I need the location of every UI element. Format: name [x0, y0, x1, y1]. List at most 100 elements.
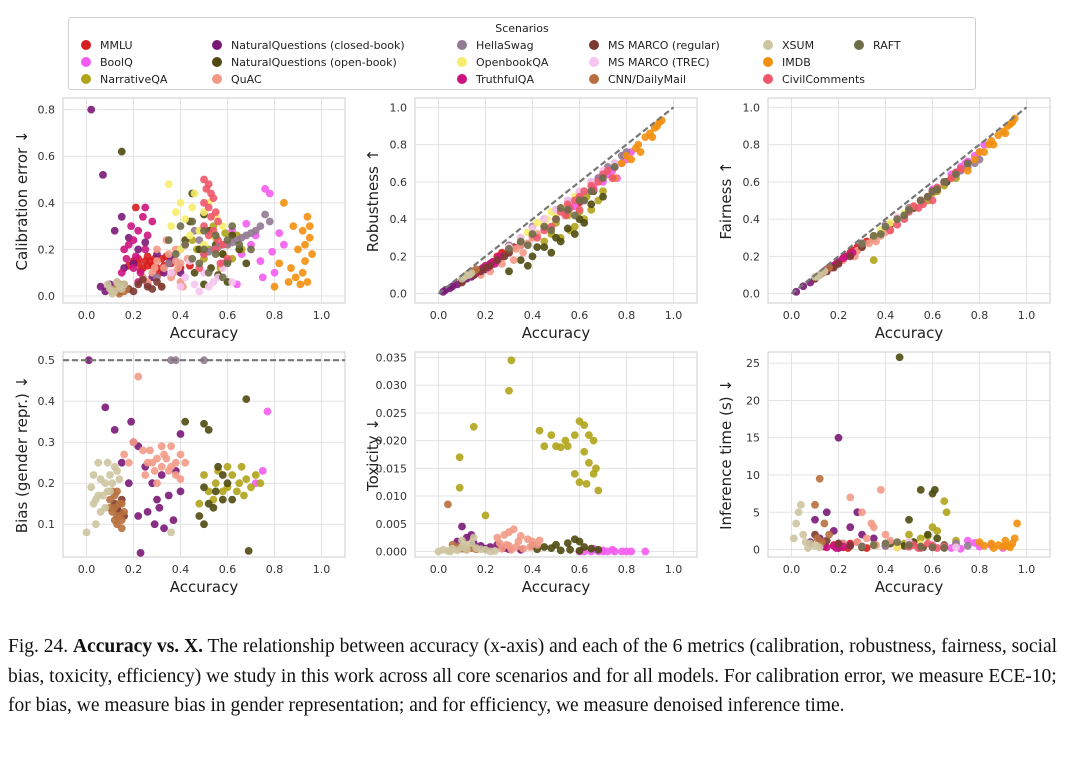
legend-item: NarrativeQA	[81, 73, 167, 87]
data-point	[235, 479, 244, 488]
data-point	[134, 245, 143, 254]
data-point	[869, 534, 878, 543]
y-tick-label: 0.6	[390, 176, 408, 189]
data-point	[117, 212, 126, 221]
data-point	[599, 192, 607, 201]
y-tick-label: 0.5	[38, 354, 56, 367]
x-tick-label: 0.6	[924, 309, 942, 322]
data-point	[469, 422, 478, 431]
data-point	[242, 219, 251, 228]
data-point	[834, 539, 843, 548]
data-point	[556, 204, 565, 212]
data-point	[108, 479, 117, 488]
caption-label: Fig. 24.	[8, 636, 69, 657]
data-point	[905, 205, 913, 214]
data-point	[570, 469, 579, 478]
data-point	[505, 245, 513, 253]
data-point	[287, 264, 295, 272]
legend-marker	[763, 57, 773, 67]
data-point	[465, 271, 473, 279]
x-tick-label: 0.4	[524, 563, 542, 576]
data-point	[916, 486, 925, 494]
legend-marker	[854, 40, 864, 50]
data-point	[580, 447, 589, 456]
legend-marker	[212, 57, 222, 67]
data-point	[228, 278, 237, 286]
data-point	[200, 356, 208, 365]
data-point	[150, 467, 159, 475]
data-point	[594, 486, 603, 495]
data-point	[533, 218, 542, 227]
data-point	[533, 243, 542, 251]
x-tick-label: 0.6	[219, 563, 237, 576]
data-point	[923, 192, 932, 201]
data-point	[223, 236, 232, 245]
data-point	[139, 275, 147, 284]
data-point	[820, 519, 829, 528]
data-point	[113, 278, 121, 286]
data-point	[117, 458, 126, 467]
y-tick-label: 0.2	[38, 243, 56, 256]
x-tick-label: 0.8	[618, 309, 636, 322]
data-point	[570, 431, 579, 440]
data-point	[141, 245, 150, 254]
legend-marker	[212, 40, 222, 50]
data-point	[933, 185, 942, 194]
plot-area	[767, 351, 1051, 558]
data-point	[141, 203, 150, 212]
data-point	[570, 211, 579, 220]
data-point	[876, 486, 885, 494]
data-point	[825, 530, 833, 539]
legend-item: RAFT	[854, 39, 901, 53]
y-axis-label: Calibration error ↓	[13, 130, 31, 270]
data-point	[940, 177, 949, 186]
x-tick-label: 0.4	[877, 563, 895, 576]
data-point	[547, 431, 556, 440]
data-point	[523, 241, 532, 250]
data-point	[200, 520, 208, 529]
data-point	[862, 534, 871, 543]
data-point	[136, 549, 145, 557]
data-point	[308, 250, 316, 258]
data-point	[455, 483, 464, 492]
y-tick-label: 0.020	[376, 435, 408, 448]
data-point	[167, 528, 176, 537]
data-point	[235, 240, 244, 249]
data-point	[1006, 120, 1014, 128]
data-point	[195, 259, 204, 268]
data-point	[195, 512, 204, 520]
x-tick-label: 0.0	[783, 563, 801, 576]
data-point	[221, 229, 230, 238]
data-point	[933, 527, 942, 535]
y-tick-label: 0.015	[376, 462, 408, 475]
data-point	[84, 356, 93, 365]
data-point	[570, 230, 579, 238]
data-point	[1010, 114, 1019, 123]
data-point	[251, 471, 260, 479]
data-point	[881, 539, 890, 548]
data-point	[200, 226, 208, 235]
data-point	[815, 474, 824, 483]
data-point	[930, 486, 939, 494]
data-point	[552, 215, 560, 224]
data-point	[106, 487, 114, 496]
data-point	[190, 189, 199, 198]
data-point	[164, 236, 173, 245]
panel-6: 0.0 0.2 0.4 0.6 0.8 1.0 0 5 10 15 20 25 Accuracy Infe…	[717, 351, 1051, 596]
legend-label: CivilComments	[782, 73, 865, 86]
y-tick-label: 0.6	[743, 176, 761, 189]
data-point	[1006, 543, 1014, 552]
data-point	[563, 224, 572, 233]
data-point	[535, 426, 544, 435]
y-tick-label: 0.1	[38, 518, 56, 531]
data-point	[893, 538, 902, 546]
legend-label: BoolQ	[100, 56, 133, 69]
data-point	[143, 508, 152, 516]
points-layer	[792, 114, 1019, 296]
data-point	[284, 278, 293, 286]
data-point	[96, 282, 105, 291]
x-tick-label: 0.4	[524, 309, 542, 322]
data-point	[176, 450, 185, 459]
data-point	[275, 229, 284, 238]
x-tick-label: 0.0	[783, 309, 801, 322]
